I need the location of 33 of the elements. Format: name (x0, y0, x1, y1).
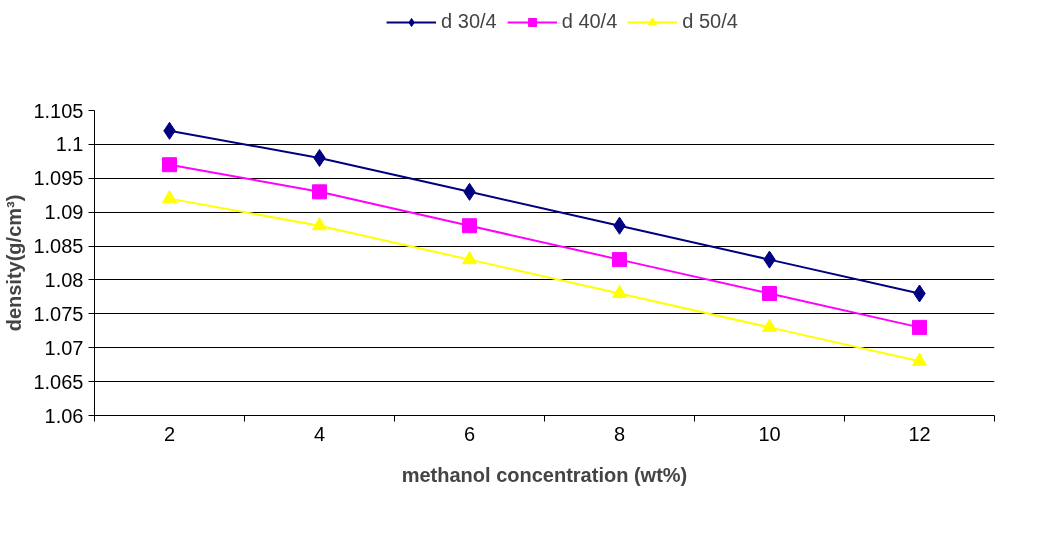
point (312, 217, 327, 231)
y-tick-label: 1.09 (44, 201, 84, 224)
point (312, 184, 327, 200)
y-tick-label: 1.065 (33, 370, 84, 393)
legend-label: d 50/4 (682, 10, 738, 33)
legend-label: d 40/4 (561, 10, 618, 33)
x-tick-label: 12 (908, 422, 931, 445)
y-tick-label: 1.085 (33, 235, 84, 258)
point (612, 284, 627, 299)
point (162, 157, 177, 173)
point (912, 352, 927, 366)
legend-label: d 30/4 (441, 10, 497, 33)
y-axis-title: density(g/cm³) (3, 194, 26, 332)
y-tick-label: 1.1 (55, 133, 84, 156)
y-tick-label: 1.07 (44, 336, 84, 359)
y-tick-label: 1.095 (33, 167, 84, 190)
x-tick-label: 8 (613, 422, 626, 445)
point (162, 190, 177, 204)
x-tick-label: 2 (163, 422, 176, 445)
x-tick-label: 4 (313, 422, 326, 445)
y-tick-label: 1.08 (44, 268, 84, 291)
point (912, 319, 927, 335)
y-tick-label: 1.075 (33, 302, 84, 325)
x-tick-label: 10 (758, 422, 781, 445)
x-tick-label: 6 (463, 422, 476, 445)
point (462, 251, 477, 265)
y-tick-label: 1.06 (44, 404, 84, 427)
point (762, 286, 777, 301)
point (462, 218, 477, 234)
point (612, 252, 627, 268)
y-tick-label: 1.105 (33, 99, 84, 122)
x-axis-title: methanol concentration (wt%) (401, 463, 688, 486)
point (762, 318, 777, 332)
